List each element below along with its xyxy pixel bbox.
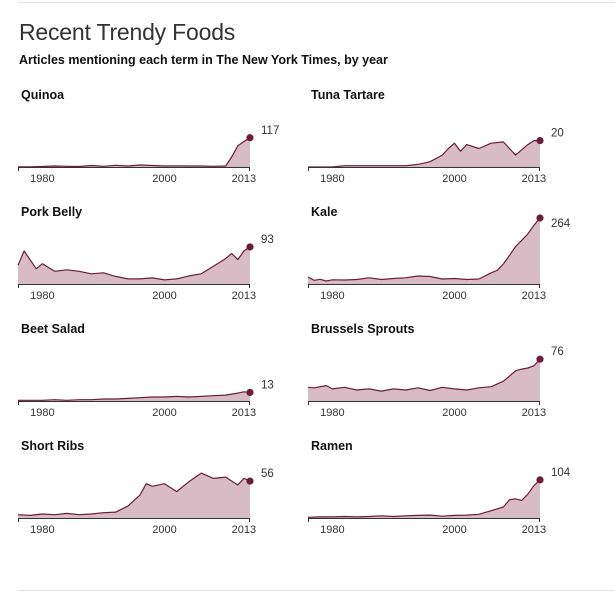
quinoa-tick-label-2000: 2000 [152,173,176,185]
quinoa-chart: 1980 2000 2013 117 [18,125,279,185]
beet-salad-chart: 1980 2000 2013 13 [18,379,274,419]
ramen-end-value-label: 104 [551,467,571,479]
short-ribs-end-value-label: 56 [261,468,274,480]
quinoa-end-value-label: 117 [261,125,279,137]
kale-tick-label-1980: 1980 [320,290,344,302]
quinoa-tick-label-2013: 2013 [232,173,256,185]
brussels-sprouts-end-value-label: 76 [551,346,564,358]
short-ribs-line [17,472,251,516]
brussels-sprouts-tick-label-1980: 1980 [320,407,344,419]
beet-salad-area [18,391,250,401]
brussels-sprouts-chart: 1980 2000 2013 76 [307,346,564,419]
beet-salad-title: Beet Salad [21,322,85,336]
short-ribs-area [18,473,250,518]
kale-chart: 1980 2000 2013 264 [307,214,571,302]
kale-title: Kale [311,205,338,219]
beet-salad-end-point [246,388,254,397]
brussels-sprouts-area [308,359,540,401]
short-ribs-tick-label-1980: 1980 [30,524,54,536]
quinoa-title: Quinoa [21,88,65,102]
kale-end-point [536,214,544,222]
ramen-title: Ramen [311,439,353,453]
pork-belly-title: Pork Belly [21,205,83,219]
brussels-sprouts-line [307,358,541,392]
brussels-sprouts-tick-label-2000: 2000 [442,407,466,419]
beet-salad-tick-label-1980: 1980 [30,407,54,419]
ramen-tick-label-1980: 1980 [320,524,344,536]
ramen-chart: 1980 2000 2013 104 [307,467,571,536]
short-ribs-title: Short Ribs [21,439,85,453]
brussels-sprouts-tick-label-2013: 2013 [522,407,546,419]
bottom-rule [18,590,615,591]
ramen-end-point [536,476,544,484]
short-ribs-end-point [246,477,254,485]
short-ribs-chart: 1980 2000 2013 56 [17,468,274,536]
brussels-sprouts-title: Brussels Sprouts [311,322,415,336]
brussels-sprouts-end-point [536,355,544,363]
chart-title: Recent Trendy Foods [19,19,236,45]
kale-line [307,217,541,282]
tuna-tartare-line [308,140,540,168]
quinoa-line [18,137,251,168]
tuna-tartare-end-point [536,137,544,145]
tuna-tartare-end-value-label: 20 [551,128,564,140]
beet-salad-tick-label-2013: 2013 [232,407,256,419]
pork-belly-line [17,246,251,281]
tuna-tartare-tick-label-1980: 1980 [320,173,344,185]
pork-belly-tick-label-2013: 2013 [232,290,256,302]
short-ribs-tick-label-2013: 2013 [232,524,256,536]
quinoa-end-point [246,134,254,142]
pork-belly-chart: 1980 2000 2013 93 [17,234,274,302]
kale-end-value-label: 264 [551,218,571,230]
pork-belly-end-point [246,243,254,251]
beet-salad-tick-label-2000: 2000 [152,407,176,419]
ramen-tick-label-2013: 2013 [522,524,546,536]
quinoa-tick-label-1980: 1980 [30,173,54,185]
beet-salad-end-value-label: 13 [261,379,274,391]
pork-belly-tick-label-2000: 2000 [152,290,176,302]
quinoa-area [18,137,250,167]
pork-belly-end-value-label: 93 [261,234,274,246]
short-ribs-tick-label-2000: 2000 [152,524,176,536]
beet-salad-line [18,391,251,401]
tuna-tartare-tick-label-2000: 2000 [442,173,466,185]
ramen-tick-label-2000: 2000 [442,524,466,536]
top-rule [18,2,615,3]
kale-tick-label-2013: 2013 [522,290,546,302]
pork-belly-area [18,246,250,284]
ramen-area [308,479,540,518]
kale-area [308,218,540,284]
tuna-tartare-title: Tuna Tartare [311,88,385,102]
ramen-line [307,479,541,518]
kale-tick-label-2000: 2000 [442,290,466,302]
tuna-tartare-chart: 1980 2000 2013 20 [308,128,564,185]
pork-belly-tick-label-1980: 1980 [30,290,54,302]
chart-subtitle: Articles mentioning each term in The New… [19,53,388,67]
tuna-tartare-tick-label-2013: 2013 [522,173,546,185]
